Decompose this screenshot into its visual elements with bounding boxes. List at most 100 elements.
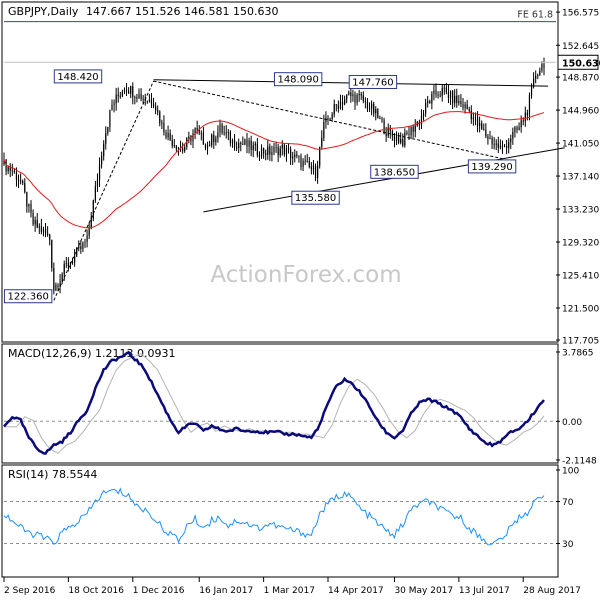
candle-body bbox=[364, 100, 366, 102]
candle-body bbox=[335, 104, 337, 106]
candle-body bbox=[238, 143, 240, 149]
candle-body bbox=[263, 148, 265, 154]
candle-body bbox=[381, 118, 383, 121]
pivot-label-box bbox=[273, 72, 323, 87]
candle-body bbox=[231, 140, 234, 144]
date-tick-label: 1 Dec 2016 bbox=[133, 586, 185, 596]
candle-body bbox=[447, 92, 450, 99]
candle-body bbox=[88, 228, 90, 236]
candle-body bbox=[24, 183, 26, 193]
rsi-line bbox=[3, 487, 545, 546]
date-axis: 2 Sep 2016 18 Oct 2016 1 Dec 2016 16 Jan 20… bbox=[3, 577, 581, 596]
candle-body bbox=[497, 143, 499, 148]
candle-body bbox=[192, 133, 194, 142]
candle-body bbox=[310, 166, 312, 170]
candle-body bbox=[148, 99, 150, 101]
candle-body bbox=[130, 86, 132, 94]
candle-body bbox=[273, 147, 275, 153]
candle-body bbox=[103, 143, 105, 157]
candle-body bbox=[429, 101, 431, 104]
candle-body bbox=[117, 94, 119, 97]
candle-body bbox=[90, 218, 92, 229]
candle-body bbox=[277, 147, 279, 156]
candle-body bbox=[292, 156, 294, 159]
candle-body bbox=[34, 220, 36, 225]
candle-body bbox=[225, 132, 227, 134]
candle-body bbox=[458, 101, 460, 103]
candle-body bbox=[206, 145, 209, 149]
candle-body bbox=[404, 132, 406, 146]
candle-body bbox=[449, 91, 452, 99]
candle-body bbox=[71, 261, 74, 263]
rsi-pane: RSI(14) 78.5544 100 70 30 bbox=[1, 464, 579, 578]
candle-body bbox=[333, 104, 335, 115]
candle-body bbox=[431, 93, 433, 104]
candle-body bbox=[155, 106, 157, 111]
macd-tick-label: -2.1148 bbox=[562, 457, 597, 467]
candle-body bbox=[55, 284, 57, 291]
candle-body bbox=[400, 139, 402, 143]
candle-body bbox=[321, 137, 323, 147]
pivot-label: 138.650 bbox=[374, 167, 415, 178]
last-price-marker: 150.630 bbox=[4, 54, 600, 70]
macd-title: MACD(12,26,9) 1.2113 0.0931 bbox=[8, 347, 176, 360]
pivot-labels: 148.420 148.090 147.760 138.650 135.580 139.2… bbox=[3, 69, 517, 304]
candle-body bbox=[460, 101, 462, 104]
candle-body bbox=[152, 103, 155, 107]
last-price-label: 150.630 bbox=[562, 58, 600, 69]
candle-body bbox=[530, 86, 533, 96]
candle-body bbox=[412, 126, 414, 132]
candle-body bbox=[271, 152, 273, 155]
pivot-label-box bbox=[53, 69, 103, 84]
candle-body bbox=[260, 148, 263, 157]
candle-body bbox=[40, 226, 42, 232]
candle-body bbox=[53, 268, 55, 291]
candle-body bbox=[215, 138, 217, 143]
candle-body bbox=[541, 64, 543, 71]
candle-body bbox=[194, 128, 196, 134]
candle-body bbox=[368, 108, 371, 110]
candle-body bbox=[267, 146, 269, 155]
candle-body bbox=[213, 134, 215, 143]
candle-body bbox=[526, 112, 528, 116]
candle-body bbox=[101, 156, 103, 165]
macd-pane-frame bbox=[1, 343, 559, 464]
candle-body bbox=[383, 120, 385, 134]
candle-body bbox=[535, 76, 537, 79]
last-price-box bbox=[557, 54, 599, 70]
date-tick-label: 13 Jul 2017 bbox=[459, 586, 510, 596]
candle-body bbox=[290, 149, 292, 159]
candle-body bbox=[437, 94, 439, 96]
candle-body bbox=[533, 78, 535, 87]
macd-pane: MACD(12,26,9) 1.2113 0.0931 3.7865 0.00 -2… bbox=[1, 343, 597, 467]
candle-body bbox=[398, 136, 400, 143]
candle-body bbox=[366, 101, 369, 109]
candle-body bbox=[223, 132, 225, 134]
candle-body bbox=[198, 129, 200, 133]
candle-body bbox=[123, 89, 126, 92]
candle-body bbox=[128, 91, 130, 94]
candle-body bbox=[281, 144, 283, 149]
candle-body bbox=[506, 146, 508, 148]
candle-body bbox=[314, 165, 317, 178]
candle-body bbox=[209, 145, 211, 147]
candle-body bbox=[142, 98, 144, 100]
macd-tick-label: 0.00 bbox=[562, 418, 582, 428]
candle-body bbox=[44, 228, 47, 234]
candle-body bbox=[7, 166, 9, 172]
candle-body bbox=[242, 144, 244, 145]
candle-body bbox=[304, 160, 306, 162]
candle-body bbox=[265, 153, 267, 155]
candle-body bbox=[159, 111, 161, 123]
price-tick-label: 144.960 bbox=[562, 107, 599, 117]
candle-body bbox=[341, 101, 344, 105]
candle-body bbox=[63, 263, 65, 275]
candle-body bbox=[503, 146, 506, 148]
pivot-label: 135.580 bbox=[295, 193, 336, 204]
candle-body bbox=[487, 136, 489, 140]
price-tick-label: 133.230 bbox=[562, 206, 599, 216]
candle-body bbox=[283, 144, 285, 155]
candle-body bbox=[67, 263, 69, 266]
rsi-tick-label: 70 bbox=[562, 498, 574, 508]
